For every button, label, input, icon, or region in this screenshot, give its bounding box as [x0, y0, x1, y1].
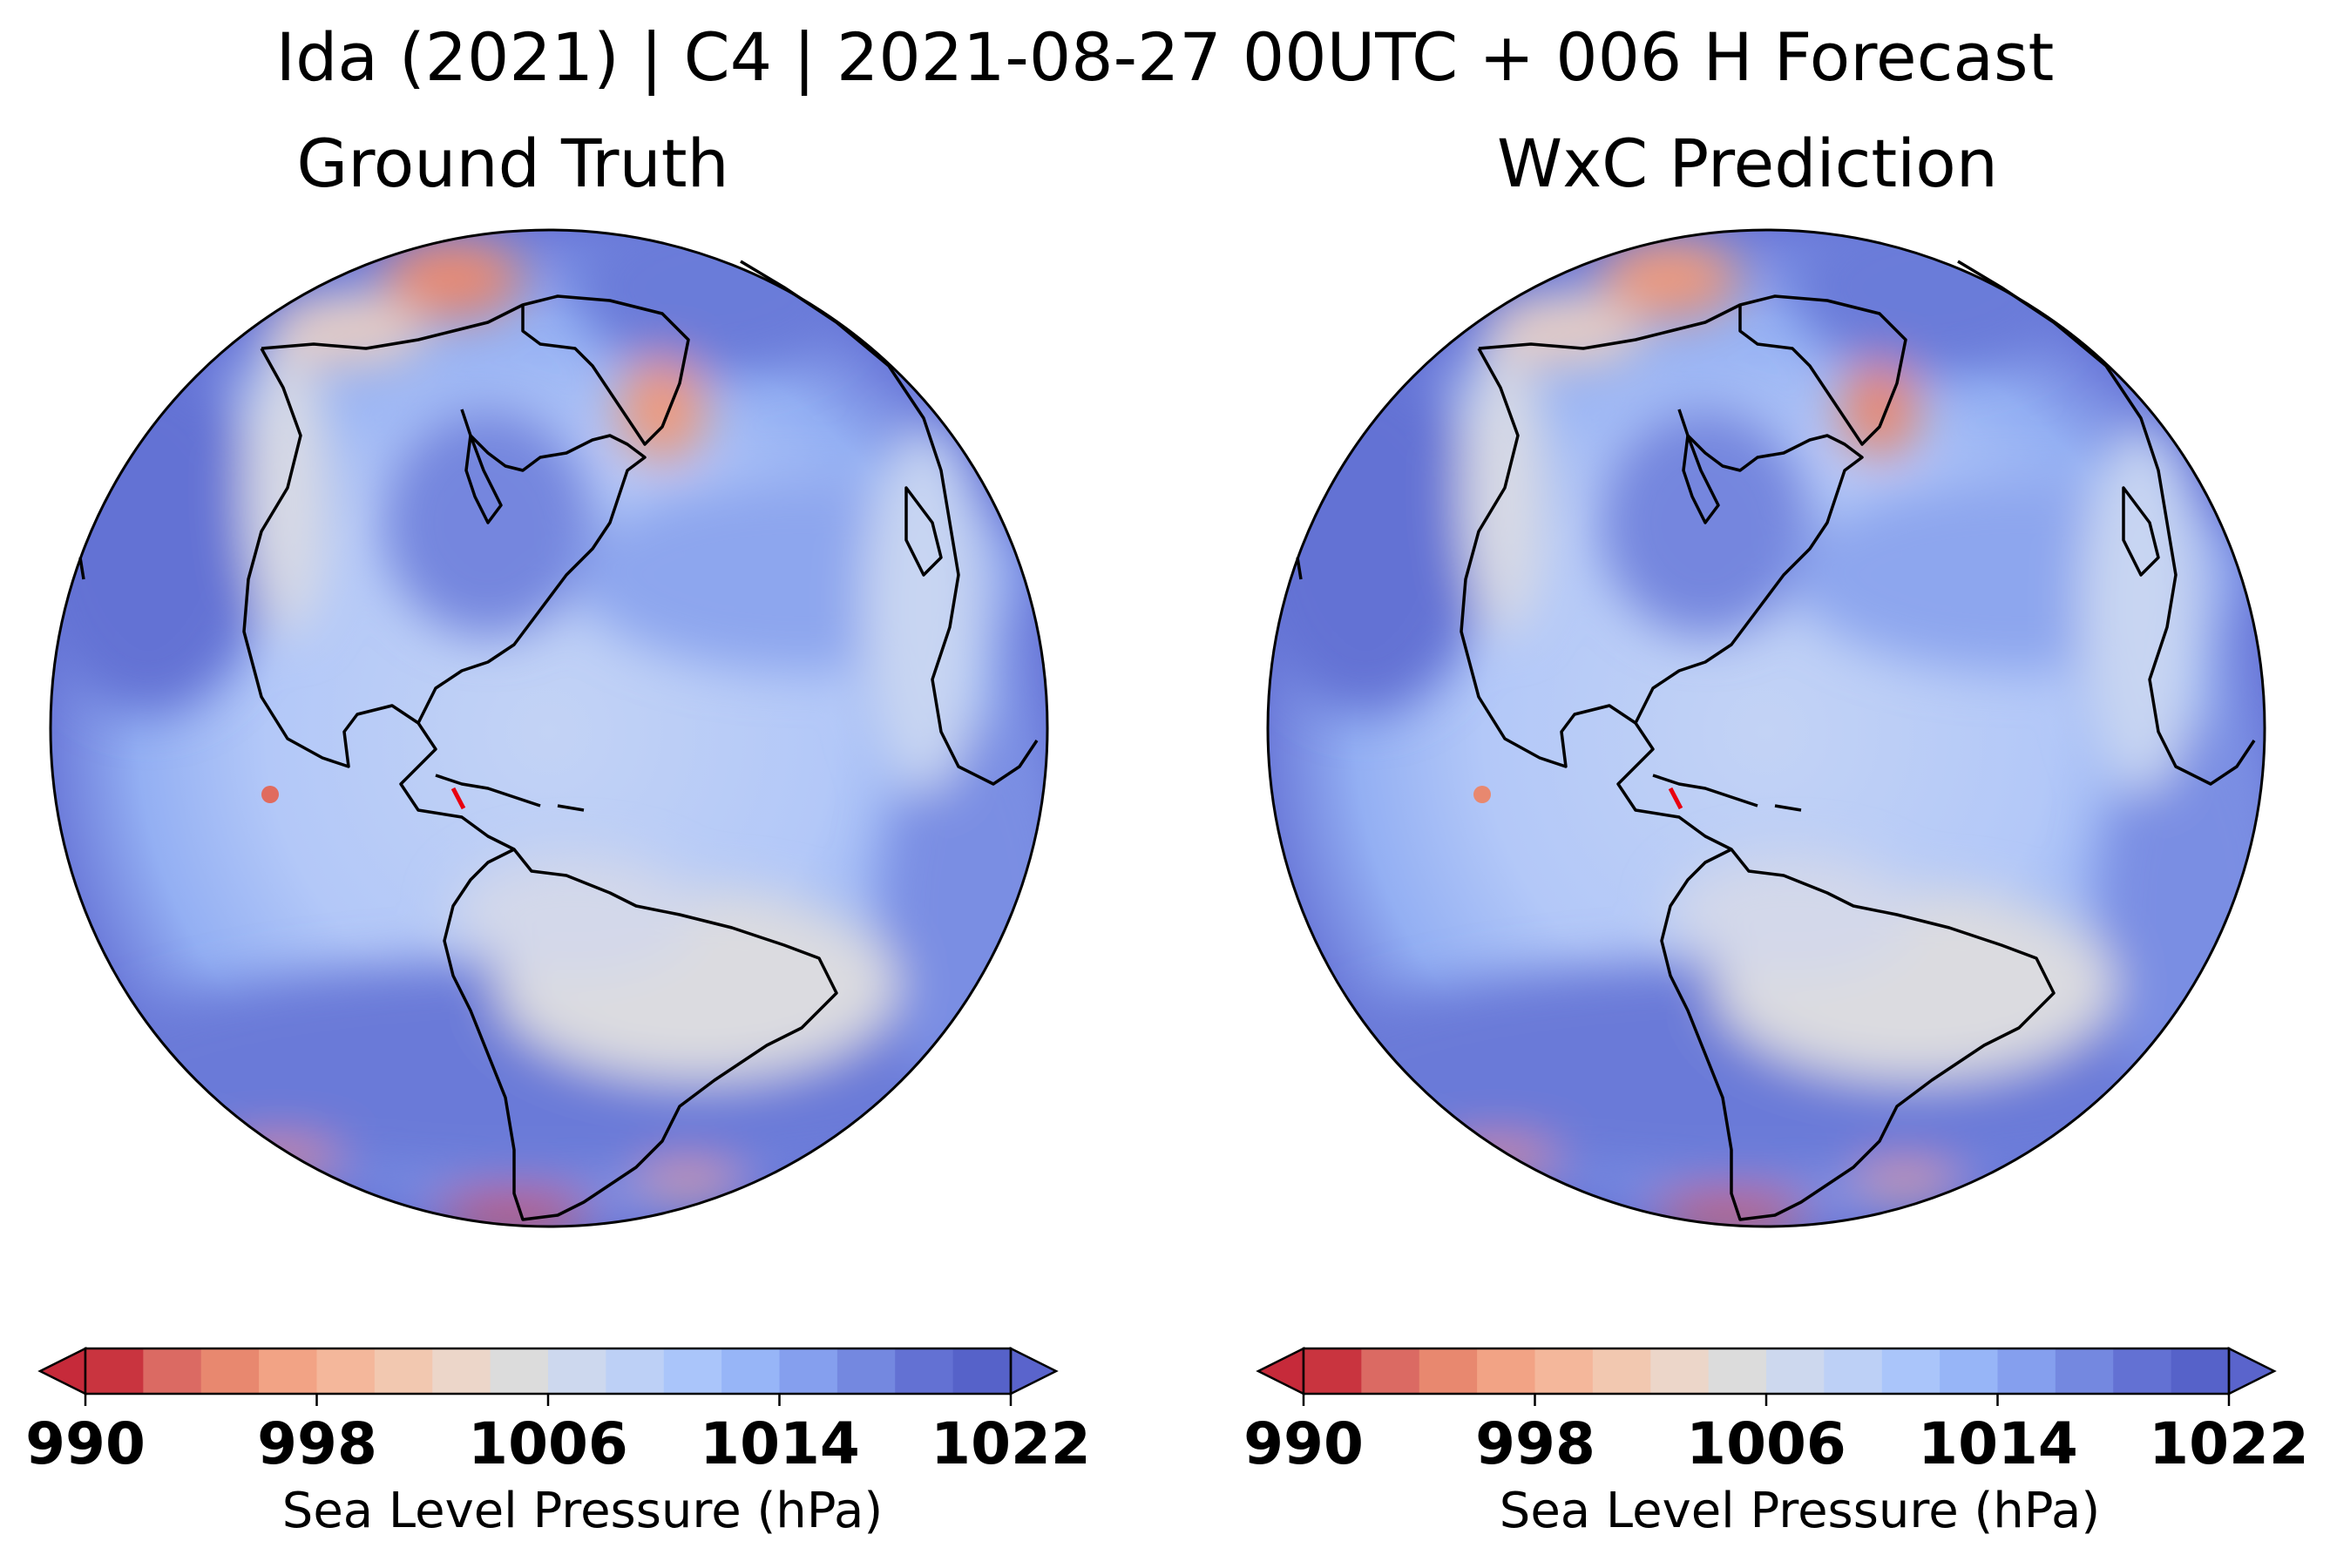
colorbar-level-1008	[1824, 1348, 1883, 1394]
colorbar-tick-1014: 1014	[1918, 1410, 2078, 1477]
colorbar-level-1012	[1940, 1348, 1999, 1394]
colorbar-level-1004	[1708, 1348, 1767, 1394]
colorbar-level-996	[1477, 1348, 1536, 1394]
colorbar-level-990	[1304, 1348, 1362, 1394]
colorbar-under-arrow	[37, 1346, 87, 1396]
colorbar-tick-1014: 1014	[700, 1410, 860, 1477]
colorbar-tick-998: 998	[1475, 1410, 1595, 1477]
colorbar-level-1018	[895, 1348, 954, 1394]
colorbar-level-990	[85, 1348, 144, 1394]
colorbar-level-1000	[374, 1348, 433, 1394]
colorbar-tick-1006: 1006	[1686, 1410, 1846, 1477]
colorbar-level-1006	[548, 1348, 606, 1394]
colorbar-level-1018	[2113, 1348, 2172, 1394]
colorbar	[37, 1346, 1059, 1396]
colorbar	[1256, 1346, 2277, 1396]
colorbar-level-1010	[1881, 1348, 1941, 1394]
ground-truth-title: Ground Truth	[296, 125, 729, 202]
colorbar-level-1002	[1650, 1348, 1710, 1394]
prediction-map	[1256, 228, 2277, 1406]
colorbar-level-992	[143, 1348, 202, 1394]
colorbar-tick-1022: 1022	[2149, 1410, 2309, 1477]
colorbar-under-arrow	[1256, 1346, 1305, 1396]
colorbar-tick-1006: 1006	[468, 1410, 628, 1477]
coastlines	[1296, 260, 2256, 1221]
colorbar-level-1020	[2171, 1348, 2230, 1394]
colorbar-level-1016	[2055, 1348, 2114, 1394]
pressure-field	[51, 230, 1047, 1227]
colorbar-blocks	[85, 1348, 1012, 1394]
colorbar-level-1012	[721, 1348, 781, 1394]
pressure-field	[1268, 230, 2265, 1227]
colorbar-tick-998: 998	[257, 1410, 377, 1477]
colorbar-level-1002	[432, 1348, 491, 1394]
coastlines	[78, 260, 1039, 1221]
colorbar-over-arrow	[1009, 1346, 1059, 1396]
prediction-title: WxC Prediction	[1497, 125, 1998, 202]
colorbar-level-1014	[1997, 1348, 2056, 1394]
colorbar-blocks	[1304, 1348, 2230, 1394]
colorbar-level-1000	[1592, 1348, 1651, 1394]
ground-truth-map	[37, 228, 1059, 1406]
colorbar-level-992	[1361, 1348, 1420, 1394]
colorbar-level-1014	[779, 1348, 838, 1394]
colorbar-tick-990: 990	[1243, 1410, 1364, 1477]
colorbar-tick-1022: 1022	[931, 1410, 1091, 1477]
colorbar-level-996	[259, 1348, 318, 1394]
colorbar-level-998	[316, 1348, 376, 1394]
colorbar-label: Sea Level Pressure (hPa)	[1499, 1483, 2101, 1539]
storm-track	[1668, 787, 1683, 810]
colorbar-level-994	[200, 1348, 260, 1394]
figure-title: Ida (2021) | C4 | 2021-08-27 00UTC + 006…	[275, 18, 2055, 96]
colorbar-level-1008	[606, 1348, 665, 1394]
colorbar-level-1016	[836, 1348, 896, 1394]
colorbar-level-1006	[1766, 1348, 1825, 1394]
colorbar-level-994	[1419, 1348, 1478, 1394]
ground-truth-panel: Ground Truth	[25, 125, 1091, 1539]
storm-track	[450, 787, 466, 810]
colorbar-tick-990: 990	[25, 1410, 146, 1477]
colorbar-level-1004	[490, 1348, 549, 1394]
colorbar-over-arrow	[2227, 1346, 2277, 1396]
prediction-panel: WxC Prediction	[1165, 0, 2330, 1568]
colorbar-level-998	[1534, 1348, 1594, 1394]
colorbar-level-1020	[952, 1348, 1012, 1394]
colorbar-label: Sea Level Pressure (hPa)	[281, 1483, 884, 1539]
colorbar-level-1010	[663, 1348, 722, 1394]
